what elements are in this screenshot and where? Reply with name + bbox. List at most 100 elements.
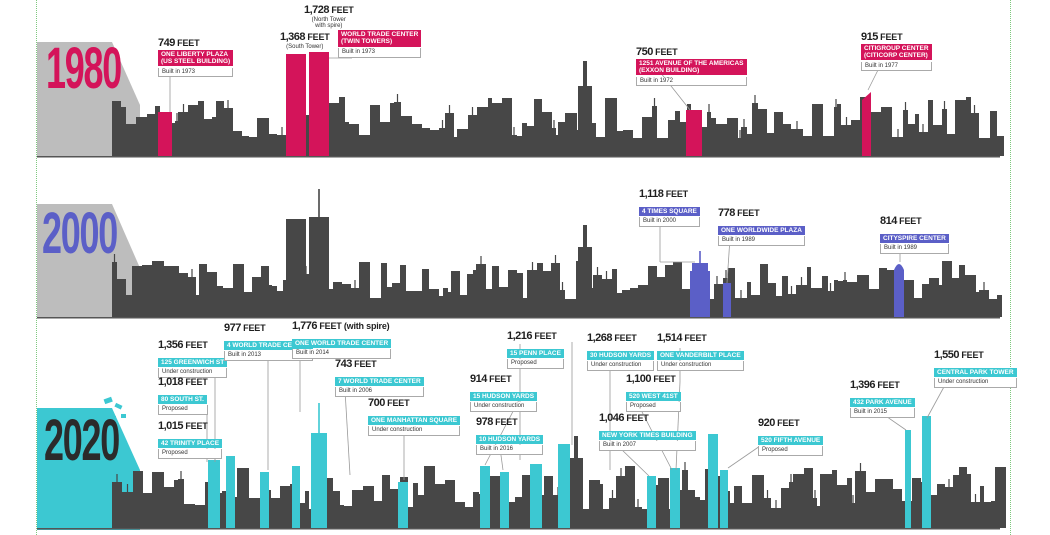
antenna (637, 499, 639, 507)
antenna (766, 490, 769, 498)
tower-one-manhattan-sq (398, 482, 408, 528)
building (903, 110, 908, 156)
building (623, 130, 633, 156)
building (422, 128, 430, 156)
building (812, 104, 823, 156)
building (439, 128, 446, 156)
building (682, 470, 688, 528)
tower-one-vanderbilt (708, 434, 718, 528)
building (875, 479, 882, 528)
building (374, 501, 382, 528)
antenna (974, 494, 977, 502)
building (122, 492, 133, 528)
building (970, 113, 979, 156)
building (964, 275, 976, 317)
building (438, 296, 444, 317)
building (136, 117, 148, 156)
building (188, 105, 198, 156)
building (276, 135, 288, 156)
antenna (596, 267, 599, 275)
building (616, 476, 626, 528)
antenna (754, 95, 756, 103)
tower-520-west-41st (670, 468, 680, 528)
building (132, 266, 143, 317)
callout-citigroup-center: 915 FEET CITIGROUP CENTER (CITICORP CENT… (861, 31, 932, 72)
antenna (948, 479, 950, 487)
building (980, 486, 984, 528)
building (966, 474, 971, 528)
callout-one-liberty-plaza: 749 FEET ONE LIBERTY PLAZA (US STEEL BUI… (158, 37, 234, 78)
antenna (790, 286, 793, 294)
building (946, 134, 956, 156)
building (634, 507, 642, 528)
building (233, 264, 244, 317)
building (782, 276, 788, 317)
building (881, 479, 893, 528)
building (560, 290, 565, 317)
building (565, 113, 577, 156)
building (379, 122, 391, 156)
building (879, 268, 887, 317)
building (125, 124, 136, 156)
building (443, 288, 448, 317)
building (422, 269, 429, 317)
building (656, 138, 665, 156)
callout-15-penn-place: 1,216 FEET 15 PENN PLACE Proposed (507, 330, 564, 369)
building (837, 104, 841, 156)
building (869, 289, 879, 317)
building (735, 298, 747, 317)
building (652, 106, 657, 156)
building (112, 101, 121, 156)
building (928, 495, 938, 528)
antenna (553, 120, 555, 128)
building (163, 266, 170, 317)
antenna (605, 271, 608, 279)
building (922, 284, 929, 317)
building (915, 114, 919, 156)
highlight-towers-2020 (208, 403, 931, 528)
building (499, 287, 509, 317)
building (937, 484, 945, 528)
antenna (354, 280, 356, 288)
antenna (973, 105, 976, 113)
building (305, 491, 309, 528)
tower-15-penn-place (558, 444, 570, 528)
building (237, 468, 249, 528)
callout-15-hudson-yards: 914 FEET 15 HUDSON YARDS Under construct… (470, 373, 538, 412)
building (233, 497, 238, 528)
antenna (740, 290, 742, 298)
building (747, 282, 751, 317)
building (381, 263, 387, 317)
building (451, 271, 460, 317)
callout-new-york-times-building: 1,046 FEET NEW YORK TIMES BUILDING Built… (599, 412, 696, 451)
tower-80-south-st (226, 456, 235, 528)
building (827, 291, 834, 317)
building (453, 137, 458, 156)
antenna (653, 98, 656, 106)
building (752, 475, 764, 528)
antenna (531, 262, 534, 270)
building (929, 278, 939, 317)
tower-520-fifth-avenue (720, 470, 728, 528)
building (807, 267, 811, 317)
building (204, 119, 213, 156)
building (603, 509, 609, 528)
building (892, 137, 904, 156)
building (272, 286, 277, 317)
callout-wtc-south-tower: 1,368 FEET (South Tower) (280, 31, 330, 50)
callout-432-park-avenue: 1,396 FEET 432 PARK AVENUE Built in 2015 (850, 379, 915, 418)
citigroup-center (862, 92, 871, 156)
antenna (471, 107, 474, 115)
building (771, 508, 781, 528)
antenna (554, 255, 557, 263)
highlight-towers-1980 (158, 52, 871, 156)
building (841, 125, 852, 156)
building (767, 283, 776, 317)
building (537, 263, 543, 317)
building (142, 265, 152, 317)
building (680, 122, 688, 156)
building (454, 502, 465, 528)
building (793, 474, 804, 528)
building (791, 129, 803, 156)
